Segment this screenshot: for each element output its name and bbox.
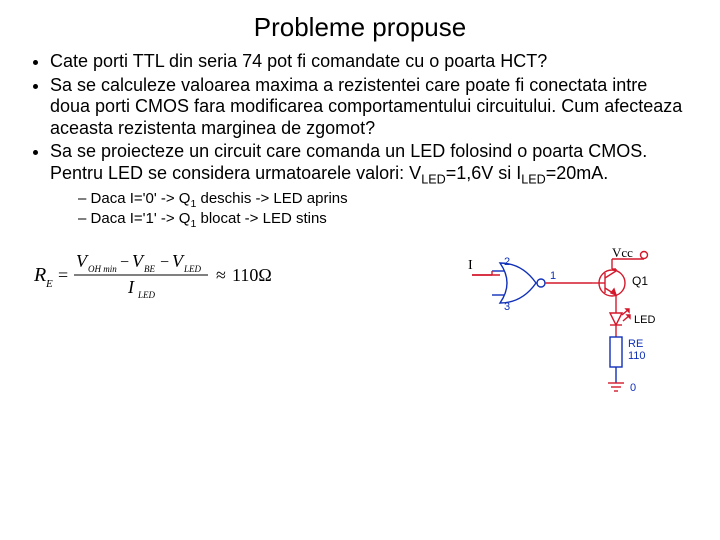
b3-sub-vled: LED	[421, 173, 446, 187]
c-re: RE	[628, 338, 643, 350]
sub2-b: blocat -> LED stins	[196, 210, 326, 227]
f-m2: −	[160, 254, 169, 271]
bullet-2: Sa se calculeze valoarea maxima a rezist…	[50, 75, 692, 140]
f-E: E	[45, 278, 53, 290]
c-p2: 2	[504, 256, 510, 268]
f-n1s: OH min	[88, 264, 117, 274]
b3-text-c: =20mA.	[546, 163, 609, 183]
f-val: 110Ω	[232, 265, 272, 285]
bullet-1: Cate porti TTL din seria 74 pot fi coman…	[50, 51, 692, 73]
f-apx: ≈	[216, 265, 226, 285]
sub-1: Daca I='0' -> Q1 deschis -> LED aprins	[78, 190, 692, 211]
circuit-diagram: I 2 3 1 Vcc	[462, 245, 682, 435]
c-p1: 1	[550, 270, 556, 282]
c-p3: 3	[504, 301, 510, 313]
c-gnd: 0	[630, 382, 636, 394]
f-ds: LED	[137, 290, 156, 300]
b3-sub-iled: LED	[521, 173, 546, 187]
page-title: Probleme propuse	[28, 12, 692, 43]
c-rev: 110	[628, 350, 646, 362]
f-R: R	[33, 264, 46, 286]
bullet-list: Cate porti TTL din seria 74 pot fi coman…	[28, 51, 692, 231]
sub2-a: Daca I='1' -> Q	[91, 210, 191, 227]
bullet-3: Sa se proiecteze un circuit care comanda…	[50, 141, 692, 230]
c-vcc: Vcc	[612, 245, 633, 260]
sub1-b: deschis -> LED aprins	[196, 190, 347, 207]
b3-text-b: =1,6V si I	[446, 163, 522, 183]
f-eq: =	[58, 265, 68, 285]
f-m1: −	[120, 254, 129, 271]
f-d: I	[127, 277, 135, 297]
f-n2s: BE	[144, 264, 155, 274]
f-n3s: LED	[183, 264, 202, 274]
sub-2: Daca I='1' -> Q1 blocat -> LED stins	[78, 210, 692, 231]
c-led: LED	[634, 314, 655, 326]
sub1-a: Daca I='0' -> Q	[91, 190, 191, 207]
sub-list: Daca I='0' -> Q1 deschis -> LED aprins D…	[50, 190, 692, 231]
formula: R E = V OH min − V BE − V LED I LED ≈ 11…	[28, 245, 288, 305]
c-I: I	[468, 258, 473, 273]
c-q1: Q1	[632, 274, 648, 288]
lower-row: R E = V OH min − V BE − V LED I LED ≈ 11…	[28, 245, 692, 435]
